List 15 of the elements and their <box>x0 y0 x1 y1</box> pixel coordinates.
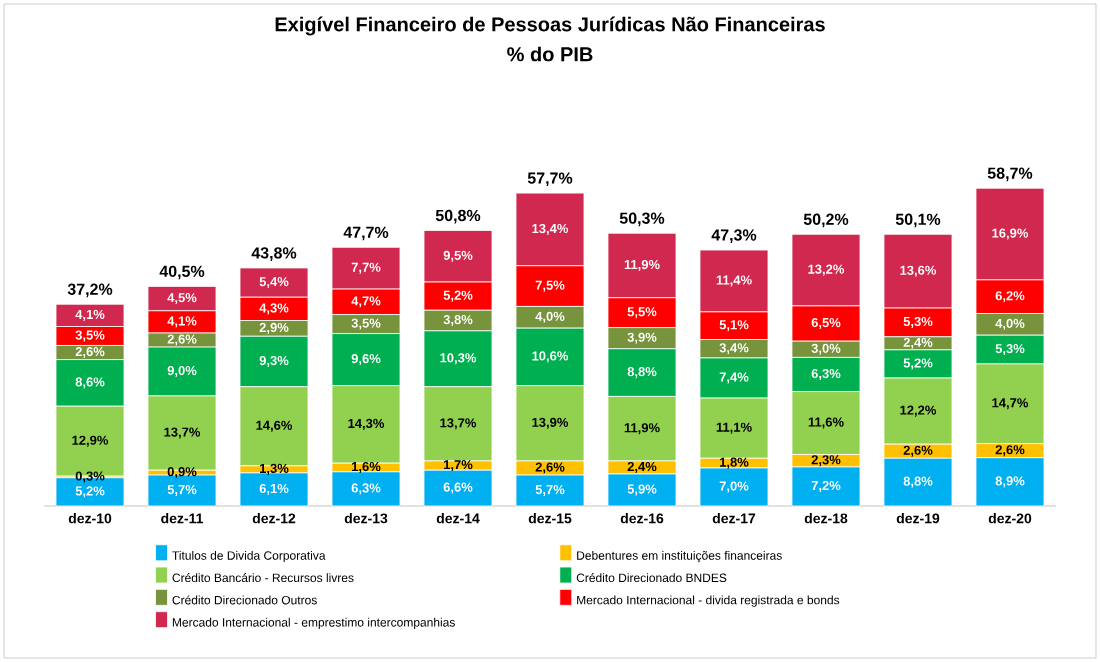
total-label: 58,7% <box>987 167 1033 182</box>
total-label: 40,5% <box>159 265 205 280</box>
total-label: 50,1% <box>895 213 941 228</box>
chart-subtitle: % do PIB <box>507 46 593 62</box>
chart-title: Exigível Financeiro de Pessoas Jurídicas Não Financeiras <box>275 16 825 36</box>
total-label: 37,2% <box>67 283 113 298</box>
total-label: 50,3% <box>619 212 665 227</box>
total-label: 47,3% <box>711 229 757 243</box>
bar <box>239 472 309 507</box>
total-label: 50,8% <box>435 209 481 224</box>
total-label: 57,7% <box>527 172 573 187</box>
total-label: 43,8% <box>251 247 297 261</box>
total-label: 50,2% <box>803 213 849 228</box>
bar <box>147 474 217 507</box>
total-label: 47,7% <box>343 226 389 241</box>
